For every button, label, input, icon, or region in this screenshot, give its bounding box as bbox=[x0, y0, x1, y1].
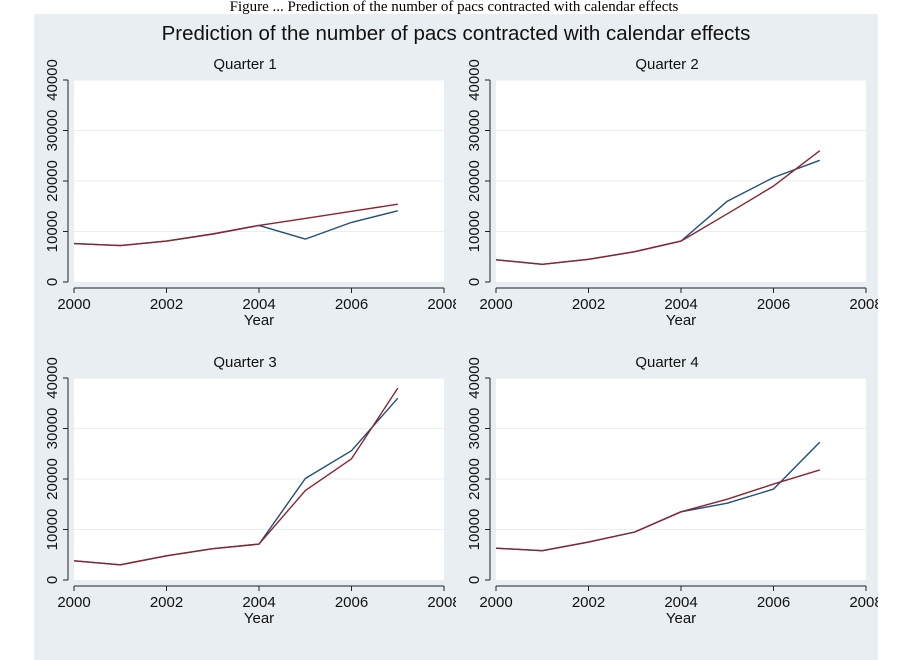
x-tick-label: 2006 bbox=[757, 594, 790, 611]
x-tick-label: 2008 bbox=[849, 594, 878, 611]
x-tick-label: 2002 bbox=[150, 594, 183, 611]
x-tick-label: 2008 bbox=[427, 594, 456, 611]
panel-plot: 0 10000 20000 30000 40000 2000 2002 2004 2006 200… bbox=[44, 357, 456, 611]
y-tick-label: 0 bbox=[466, 576, 483, 584]
x-tick-label: 2004 bbox=[242, 594, 275, 611]
x-tick-label: 2004 bbox=[242, 296, 275, 313]
series-line-predicted bbox=[73, 203, 398, 247]
y-tick-label: 10000 bbox=[466, 509, 483, 551]
y-tick-label: 0 bbox=[466, 278, 483, 286]
panel-title: Quarter 3 bbox=[213, 354, 277, 371]
x-tick-label: 2004 bbox=[664, 296, 697, 313]
x-tick-label: 2006 bbox=[335, 296, 368, 313]
y-tick-label: 40000 bbox=[44, 357, 61, 399]
panel-title: Quarter 1 bbox=[213, 56, 277, 73]
figure-caption: Figure ... Prediction of the number of p… bbox=[229, 0, 679, 15]
y-tick-label: 30000 bbox=[44, 408, 61, 450]
y-tick-label: 0 bbox=[44, 576, 61, 584]
panel-title: Quarter 2 bbox=[635, 56, 699, 73]
x-tick-label: 2002 bbox=[572, 296, 605, 313]
x-tick-label: 2006 bbox=[335, 594, 368, 611]
x-axis-label: Year bbox=[243, 312, 275, 329]
x-axis-label: Year bbox=[665, 312, 697, 329]
x-tick-label: 2002 bbox=[572, 594, 605, 611]
x-tick-label: 2008 bbox=[849, 296, 878, 313]
y-tick-label: 40000 bbox=[44, 59, 61, 101]
y-tick-label: 10000 bbox=[466, 211, 483, 253]
y-tick-label: 0 bbox=[44, 278, 61, 286]
y-tick-label: 20000 bbox=[466, 160, 483, 202]
chart-title: Prediction of the number of pacs contrac… bbox=[161, 22, 751, 45]
x-axis-label: Year bbox=[243, 610, 275, 627]
y-tick-label: 20000 bbox=[466, 458, 483, 500]
series-line-predicted bbox=[495, 150, 821, 266]
x-tick-label: 2000 bbox=[479, 594, 512, 611]
y-tick-label: 30000 bbox=[44, 110, 61, 152]
y-tick-label: 10000 bbox=[44, 509, 61, 551]
panel-plot: 0 10000 20000 30000 40000 2000 2002 2004 2006 200… bbox=[466, 357, 878, 611]
series-line-predicted bbox=[73, 387, 399, 566]
y-tick-label: 40000 bbox=[466, 357, 483, 399]
x-tick-label: 2000 bbox=[57, 594, 90, 611]
panel-quarter-3: Quarter 3 0 10000 20000 30000 40000 2000 2002 20… bbox=[34, 354, 456, 644]
panel-quarter-4: Quarter 4 0 10000 20000 30000 40000 2000 2002 20… bbox=[456, 354, 878, 644]
y-tick-label: 20000 bbox=[44, 458, 61, 500]
panel-plot: 0 10000 20000 30000 40000 2000 2002 2004 2006 200… bbox=[44, 59, 456, 313]
y-tick-label: 20000 bbox=[44, 160, 61, 202]
chart-frame: Prediction of the number of pacs contrac… bbox=[34, 14, 878, 660]
x-tick-label: 2000 bbox=[479, 296, 512, 313]
x-axis-label: Year bbox=[665, 610, 697, 627]
x-tick-label: 2002 bbox=[150, 296, 183, 313]
x-tick-label: 2000 bbox=[57, 296, 90, 313]
y-tick-label: 30000 bbox=[466, 408, 483, 450]
panel-title: Quarter 4 bbox=[635, 354, 699, 371]
panel-quarter-1: Quarter 1 0 10000 20000 30000 40000 2000 2002 20… bbox=[34, 56, 456, 346]
panel-quarter-2: Quarter 2 0 10000 20000 30000 40000 2000 2002 20… bbox=[456, 56, 878, 346]
y-tick-label: 40000 bbox=[466, 59, 483, 101]
panel-plot: 0 10000 20000 30000 40000 2000 2002 2004 2006 200… bbox=[466, 59, 878, 313]
x-tick-label: 2006 bbox=[757, 296, 790, 313]
x-tick-label: 2004 bbox=[664, 594, 697, 611]
x-tick-label: 2008 bbox=[427, 296, 456, 313]
y-tick-label: 30000 bbox=[466, 110, 483, 152]
y-tick-label: 10000 bbox=[44, 211, 61, 253]
series-line-predicted bbox=[495, 469, 821, 552]
